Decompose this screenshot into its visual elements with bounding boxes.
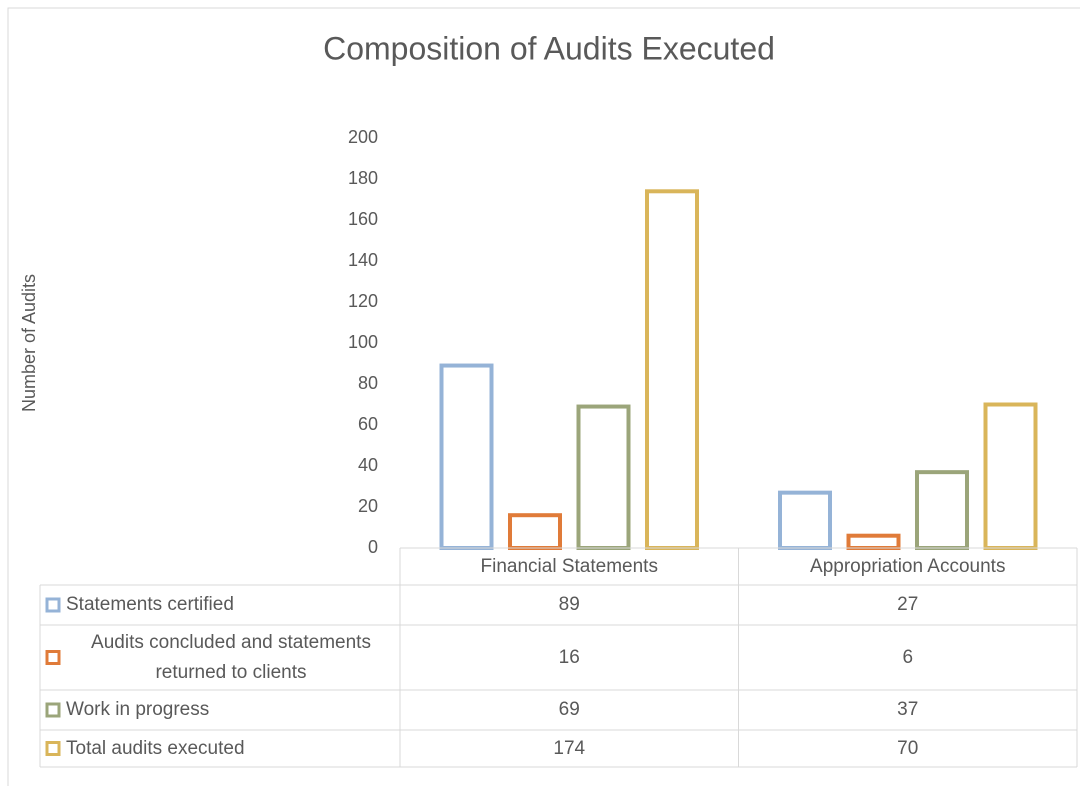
legend-key [45, 650, 61, 665]
x-tick-label: Financial Statements [480, 555, 658, 577]
y-tick-label: 80 [358, 373, 378, 393]
table-value: 27 [897, 594, 919, 615]
x-tick-label: Appropriation Accounts [810, 555, 1006, 577]
y-tick-label: 0 [368, 537, 378, 557]
bar [576, 404, 631, 550]
y-axis-label: Number of Audits [19, 274, 39, 412]
table-value: 6 [902, 646, 914, 668]
bar [846, 533, 901, 551]
bar [915, 470, 969, 550]
bar [778, 490, 832, 550]
bar [645, 189, 699, 551]
y-tick-label: 40 [358, 455, 378, 475]
y-tick-label: 160 [348, 209, 378, 229]
y-tick-label: 200 [348, 127, 378, 147]
bar [508, 513, 562, 551]
table-value: 37 [897, 699, 919, 720]
bar [439, 363, 494, 550]
table-value: 70 [897, 737, 919, 759]
bar [983, 402, 1038, 550]
legend-label: Work in progress [66, 699, 210, 720]
chart-border [7, 7, 1080, 786]
legend-key [45, 741, 61, 756]
y-tick-label: 180 [348, 168, 378, 188]
legend-key [45, 702, 61, 718]
table-value: 89 [558, 594, 580, 615]
y-tick-label: 20 [358, 496, 378, 516]
legend-label: Statements certified [66, 594, 234, 615]
legend-label: Total audits executed [66, 737, 245, 759]
table-value: 16 [558, 646, 580, 668]
table-value: 69 [558, 699, 580, 720]
legend-label: Audits concluded and statements returned… [91, 631, 371, 683]
y-tick-label: 100 [348, 332, 378, 352]
y-tick-label: 120 [348, 291, 378, 311]
chart-title: Composition of Audits Executed [323, 30, 775, 66]
legend-key [45, 597, 61, 613]
table-value: 174 [553, 737, 586, 759]
y-tick-label: 60 [358, 414, 378, 434]
y-tick-label: 140 [348, 250, 378, 270]
